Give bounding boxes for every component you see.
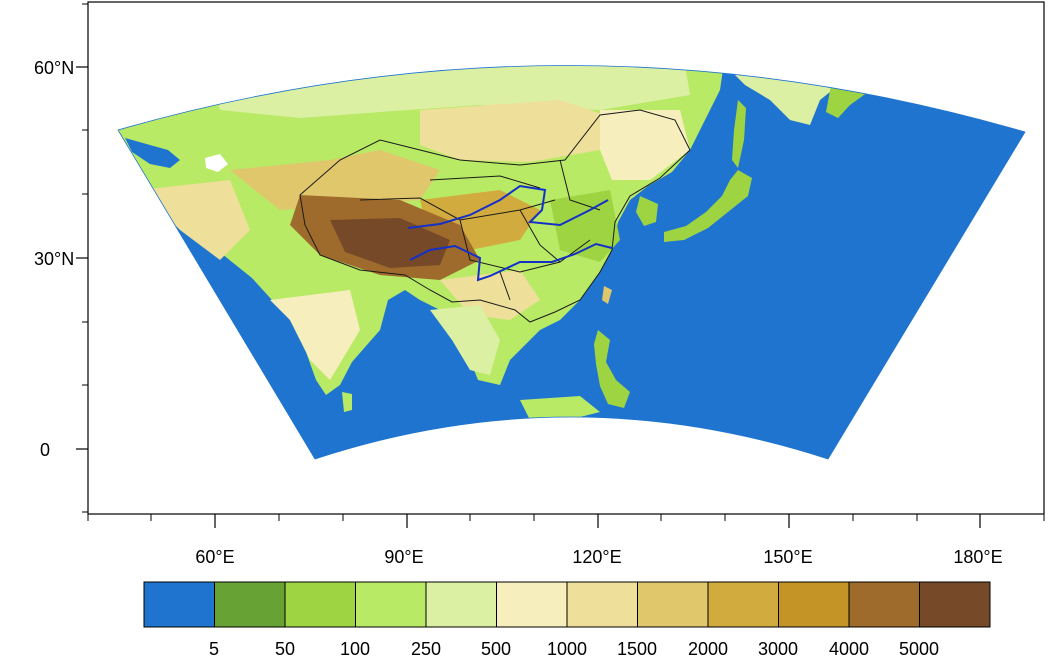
lake-caspian xyxy=(125,138,180,168)
legend-swatch xyxy=(214,581,286,628)
landmass-korea xyxy=(636,196,658,226)
zone-north-lowland xyxy=(200,65,690,118)
zone-east-china-plain xyxy=(550,190,620,262)
legend-label: 500 xyxy=(481,639,511,659)
longitude-axis: 60°E 90°E 120°E 150°E 180°E xyxy=(87,514,1045,567)
legend-swatches xyxy=(143,581,991,628)
zone-indochina xyxy=(430,305,500,375)
lake-aral xyxy=(205,154,228,172)
lon-label-180e: 180°E xyxy=(953,547,1002,567)
legend-swatch xyxy=(143,581,215,628)
legend-label: 4000 xyxy=(829,639,869,659)
elevation-legend: 5 50 100 250 500 1000 1500 2000 3000 400… xyxy=(143,581,991,659)
legend-label: 50 xyxy=(275,639,295,659)
landmass-borneo xyxy=(520,396,600,420)
legend-label: 5000 xyxy=(899,639,939,659)
legend-swatch xyxy=(566,581,638,628)
yangtze-river xyxy=(409,242,613,282)
lon-label-60e: 60°E xyxy=(195,547,234,567)
yellow-river xyxy=(407,184,609,229)
legend-label: 2000 xyxy=(688,639,728,659)
zone-northeast-china xyxy=(600,110,690,180)
landmass-sri-lanka xyxy=(342,392,352,412)
legend-swatch xyxy=(707,581,779,628)
legend-swatch xyxy=(355,581,427,628)
zone-central-asia xyxy=(230,150,440,210)
legend-label: 5 xyxy=(209,639,219,659)
legend-frame xyxy=(143,581,991,628)
legend-label: 100 xyxy=(340,639,370,659)
lon-label-150e: 150°E xyxy=(763,547,812,567)
legend-swatch xyxy=(919,581,991,628)
zone-india-south xyxy=(270,290,360,380)
legend-label: 1500 xyxy=(617,639,657,659)
legend-swatch xyxy=(848,581,920,628)
lat-label-30n: 30°N xyxy=(34,249,74,269)
political-boundaries xyxy=(299,109,691,323)
lon-label-120e: 120°E xyxy=(572,547,621,567)
province-lines xyxy=(359,159,601,301)
lat-label-0: 0 xyxy=(40,440,50,460)
landmass-japan xyxy=(664,170,752,242)
legend-swatch xyxy=(425,581,497,628)
legend-swatch xyxy=(496,581,568,628)
legend-label: 3000 xyxy=(758,639,798,659)
zone-mongolia xyxy=(420,100,620,162)
legend-label: 1000 xyxy=(547,639,587,659)
lat-label-60n: 60°N xyxy=(34,58,74,78)
legend-swatch xyxy=(778,581,850,628)
legend-swatch xyxy=(284,581,356,628)
landmass-sakhalin xyxy=(732,100,746,168)
domain-outline xyxy=(117,65,1026,460)
landmass-taiwan xyxy=(602,286,612,304)
major-rivers xyxy=(407,184,613,282)
landmass-philippines xyxy=(594,330,630,408)
latitude-axis: 60°N 30°N 0 xyxy=(34,3,88,513)
china-border xyxy=(299,109,691,323)
legend-swatch xyxy=(637,581,709,628)
legend-label: 250 xyxy=(411,639,441,659)
lon-label-90e: 90°E xyxy=(384,547,423,567)
zone-west-asia xyxy=(140,180,250,260)
